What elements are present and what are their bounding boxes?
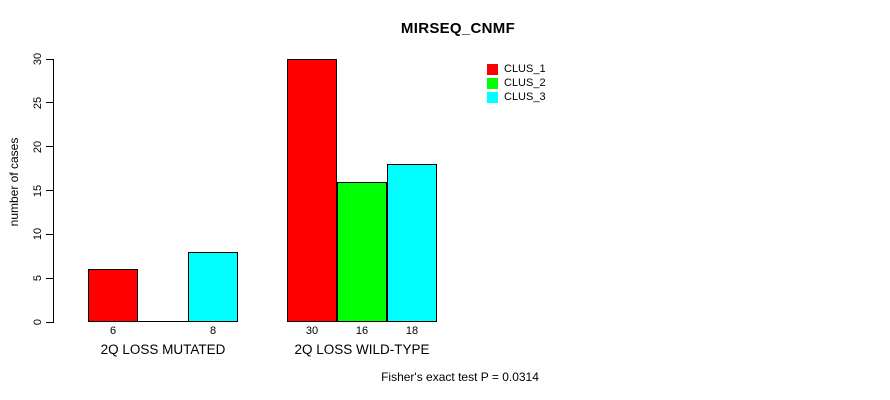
- chart-title: MIRSEQ_CNMF: [400, 20, 516, 37]
- y-tick: [46, 321, 53, 323]
- legend: CLUS_1 CLUS_2 CLUS_3: [487, 63, 546, 103]
- bar-clus-3-group2: [387, 164, 437, 322]
- bar-clus-3-group1: [188, 251, 238, 322]
- legend-swatch-clus-3-icon: [487, 91, 498, 103]
- bar-value-label: 8: [209, 325, 217, 337]
- legend-item-clus-2: CLUS_2: [487, 77, 546, 89]
- legend-swatch-clus-2-icon: [487, 77, 498, 89]
- bar-clus-2-group2: [337, 181, 387, 322]
- legend-item-clus-1: CLUS_1: [487, 63, 546, 75]
- x-group-label-mutated: 2Q LOSS MUTATED: [100, 342, 226, 357]
- y-tick-label: 30: [32, 52, 44, 66]
- y-tick: [46, 146, 53, 148]
- y-axis-label: number of cases: [7, 137, 21, 227]
- y-tick-label: 0: [32, 318, 44, 326]
- y-tick: [46, 233, 53, 235]
- y-tick-label: 20: [32, 140, 44, 153]
- bar-clus-1-group1: [88, 269, 138, 322]
- bar-value-label: 18: [405, 325, 419, 337]
- legend-label-clus-1: CLUS_1: [504, 63, 546, 75]
- fisher-test-annotation: Fisher's exact test P = 0.0314: [381, 370, 539, 384]
- y-tick-label: 25: [32, 96, 44, 109]
- y-tick: [46, 277, 53, 279]
- y-tick-label: 10: [32, 228, 44, 241]
- bar-value-label: 30: [305, 325, 319, 337]
- bar-clus-1-group2: [287, 59, 337, 322]
- legend-item-clus-3: CLUS_3: [487, 91, 546, 103]
- legend-label-clus-3: CLUS_3: [504, 91, 546, 103]
- x-group-label-wild-type: 2Q LOSS WILD-TYPE: [294, 342, 430, 357]
- legend-label-clus-2: CLUS_2: [504, 77, 546, 89]
- y-axis-line: [53, 59, 54, 323]
- y-tick-label: 15: [32, 184, 44, 197]
- y-tick-label: 5: [32, 275, 44, 282]
- bar-value-label: 6: [109, 325, 117, 337]
- y-tick: [46, 102, 53, 104]
- bar-value-label: 16: [355, 325, 369, 337]
- y-tick: [46, 58, 53, 60]
- bar-clus-2-group1-zero-line: [138, 321, 188, 322]
- legend-swatch-clus-1-icon: [487, 63, 498, 75]
- y-tick: [46, 190, 53, 191]
